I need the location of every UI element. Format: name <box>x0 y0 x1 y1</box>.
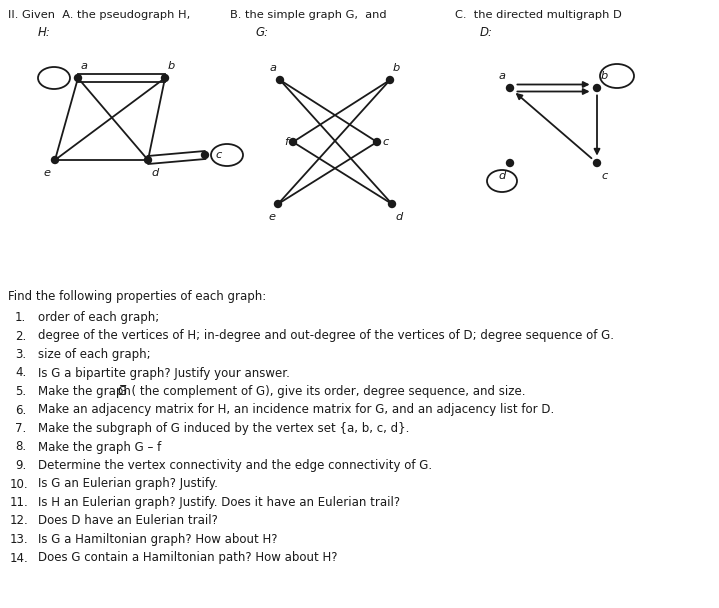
Text: 14.: 14. <box>10 551 29 564</box>
Text: G:: G: <box>255 26 268 39</box>
Text: B. the simple graph G,  and: B. the simple graph G, and <box>230 10 387 20</box>
Text: 8.: 8. <box>15 441 26 454</box>
Circle shape <box>145 156 152 164</box>
Text: d: d <box>151 168 158 178</box>
Text: order of each graph;: order of each graph; <box>38 311 159 324</box>
Text: Does D have an Eulerian trail?: Does D have an Eulerian trail? <box>38 514 218 528</box>
Text: Is G a Hamiltonian graph? How about H?: Is G a Hamiltonian graph? How about H? <box>38 533 278 546</box>
Circle shape <box>506 159 513 167</box>
Circle shape <box>277 77 283 83</box>
Text: a: a <box>81 61 88 71</box>
Text: Is G an Eulerian graph? Justify.: Is G an Eulerian graph? Justify. <box>38 477 218 491</box>
Circle shape <box>162 75 168 81</box>
Text: 2.: 2. <box>15 330 27 342</box>
Circle shape <box>593 159 600 167</box>
Text: H:: H: <box>38 26 51 39</box>
Circle shape <box>593 85 600 91</box>
Text: 10.: 10. <box>10 477 29 491</box>
Text: b: b <box>168 61 175 71</box>
Text: c: c <box>215 150 221 160</box>
Text: Make the subgraph of G induced by the vertex set {a, b, c, d}.: Make the subgraph of G induced by the ve… <box>38 422 409 435</box>
Text: e: e <box>268 212 275 222</box>
Text: 12.: 12. <box>10 514 29 528</box>
Text: Make the graph: Make the graph <box>38 385 134 398</box>
Circle shape <box>373 139 380 145</box>
Text: f: f <box>284 137 288 147</box>
Text: 5.: 5. <box>15 385 26 398</box>
Text: b: b <box>601 71 608 81</box>
Text: 7.: 7. <box>15 422 27 435</box>
Text: Find the following properties of each graph:: Find the following properties of each gr… <box>8 290 266 303</box>
Text: d: d <box>499 171 506 181</box>
Text: 11.: 11. <box>10 496 29 509</box>
Text: c: c <box>601 171 608 181</box>
Text: b: b <box>393 63 400 73</box>
Circle shape <box>201 151 209 159</box>
Circle shape <box>75 75 81 81</box>
Circle shape <box>290 139 296 145</box>
Text: Make the graph G – f: Make the graph G – f <box>38 441 161 454</box>
Text: D:: D: <box>480 26 493 39</box>
Text: 9.: 9. <box>15 459 27 472</box>
Text: Determine the vertex connectivity and the edge connectivity of G.: Determine the vertex connectivity and th… <box>38 459 432 472</box>
Circle shape <box>387 77 393 83</box>
Text: II. Given  A. the pseudograph H,: II. Given A. the pseudograph H, <box>8 10 191 20</box>
Text: Is G a bipartite graph? Justify your answer.: Is G a bipartite graph? Justify your ans… <box>38 367 290 379</box>
Text: 4.: 4. <box>15 367 27 379</box>
Text: G̅: G̅ <box>117 385 126 398</box>
Text: degree of the vertices of H; in-degree and out-degree of the vertices of D; degr: degree of the vertices of H; in-degree a… <box>38 330 614 342</box>
Text: a: a <box>270 63 277 73</box>
Text: e: e <box>43 168 50 178</box>
Text: 6.: 6. <box>15 404 27 416</box>
Circle shape <box>52 156 58 164</box>
Text: Does G contain a Hamiltonian path? How about H?: Does G contain a Hamiltonian path? How a… <box>38 551 337 564</box>
Text: Is H an Eulerian graph? Justify. Does it have an Eulerian trail?: Is H an Eulerian graph? Justify. Does it… <box>38 496 400 509</box>
Text: ( the complement of G), give its order, degree sequence, and size.: ( the complement of G), give its order, … <box>124 385 526 398</box>
Text: 1.: 1. <box>15 311 27 324</box>
Text: 13.: 13. <box>10 533 29 546</box>
Circle shape <box>388 201 395 207</box>
Text: size of each graph;: size of each graph; <box>38 348 150 361</box>
Text: d: d <box>395 212 402 222</box>
Text: a: a <box>499 71 506 81</box>
Circle shape <box>506 85 513 91</box>
Text: Make an adjacency matrix for H, an incidence matrix for G, and an adjacency list: Make an adjacency matrix for H, an incid… <box>38 404 554 416</box>
Text: c: c <box>382 137 388 147</box>
Text: 3.: 3. <box>15 348 26 361</box>
Text: C.  the directed multigraph D: C. the directed multigraph D <box>455 10 622 20</box>
Circle shape <box>275 201 282 207</box>
